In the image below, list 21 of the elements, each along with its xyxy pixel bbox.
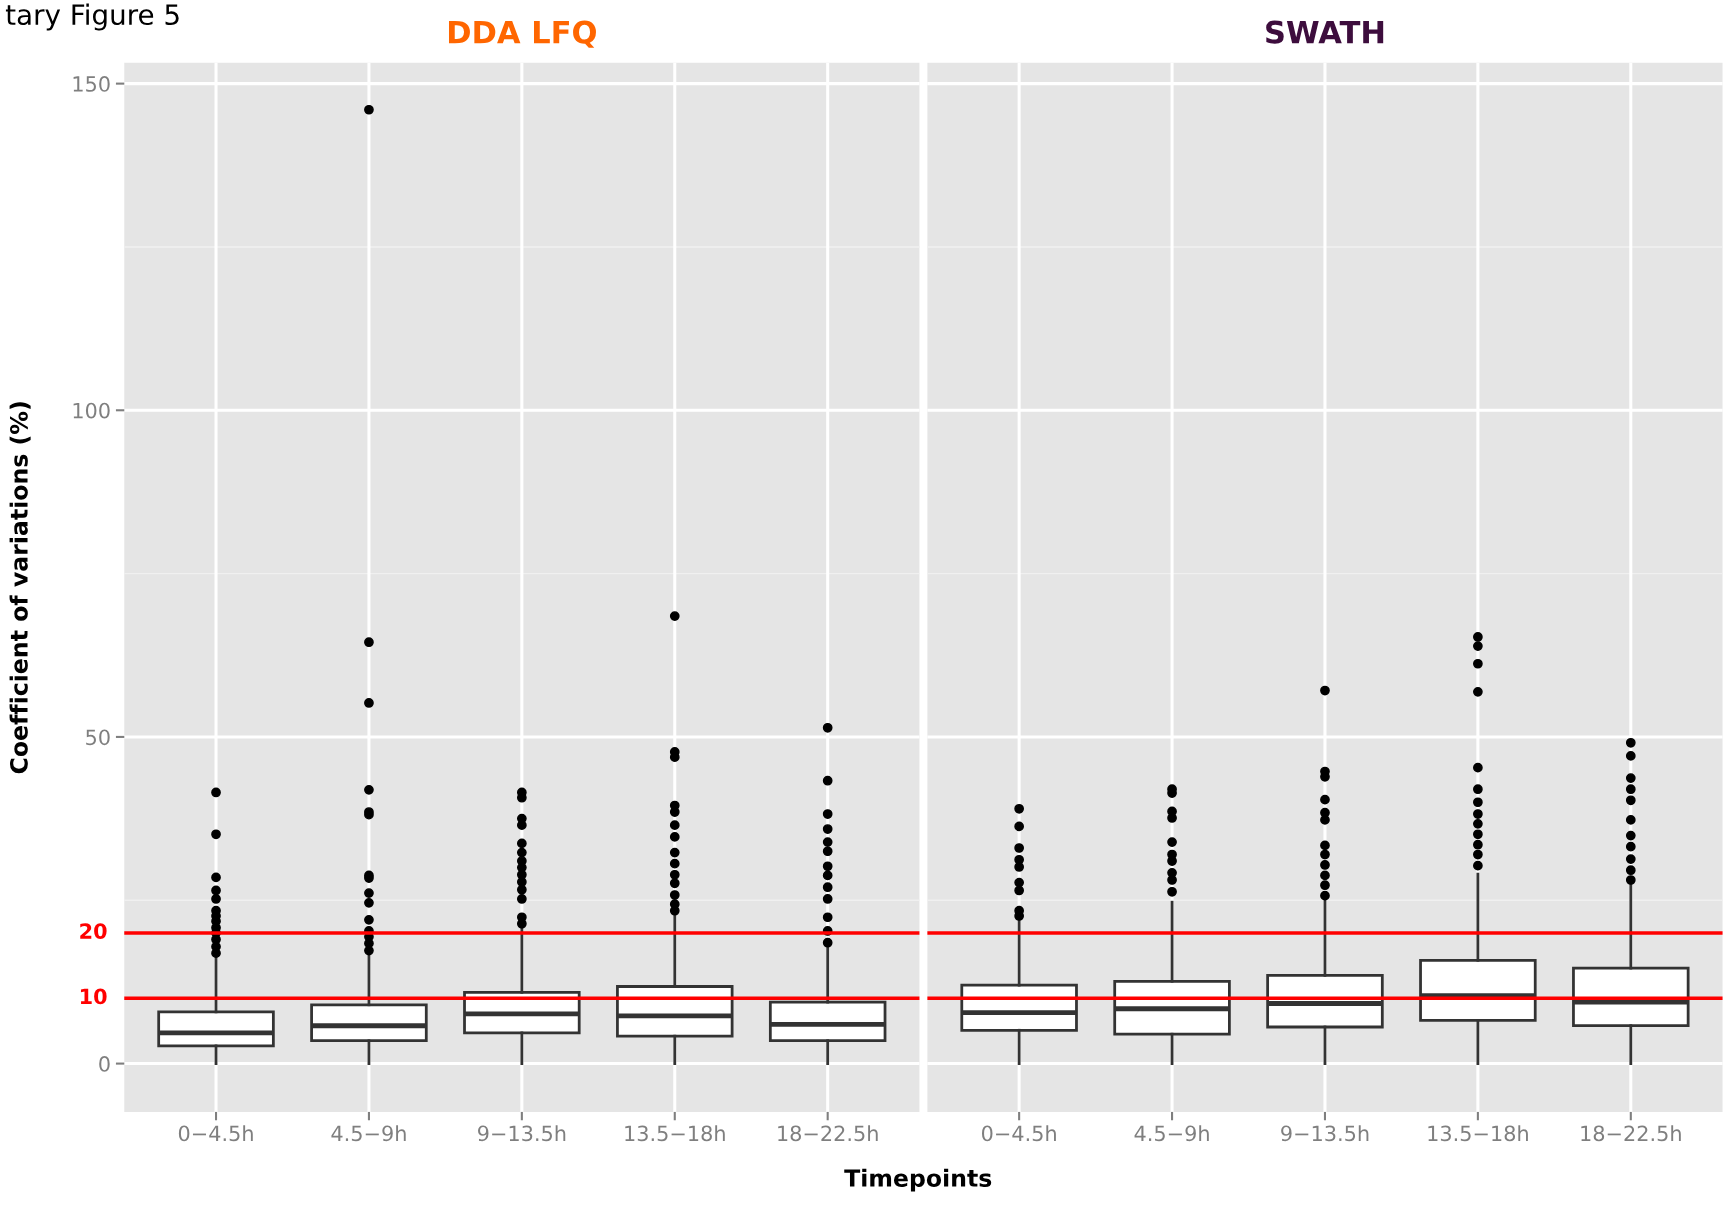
chart-title: DDA LFQ xyxy=(448,20,596,48)
x-tick-label: 13.5−18h xyxy=(625,1125,725,1142)
x-axis-title: Timepoints xyxy=(844,1168,992,1192)
y-axis-title: Coefficient of variations (%) xyxy=(9,402,31,774)
x-tick-label: 0−4.5h xyxy=(178,1125,253,1142)
y-tick-label: 100 xyxy=(73,402,110,419)
y-tick-label: 0 xyxy=(99,1056,110,1072)
ref-line-label: 20 xyxy=(80,923,107,939)
x-tick-label: 18−22.5h xyxy=(778,1125,878,1142)
ref-line-label: 10 xyxy=(80,988,107,1005)
x-tick-label: 18−22.5h xyxy=(1581,1125,1681,1142)
x-tick-label: 4.5−9h xyxy=(331,1125,406,1142)
x-tick-label: 0−4.5h xyxy=(981,1125,1056,1142)
y-tick-label: 150 xyxy=(73,76,110,92)
y-tick-label: 50 xyxy=(86,729,110,746)
x-tick-label: 13.5−18h xyxy=(1428,1125,1528,1142)
x-tick-label: 9−13.5h xyxy=(1281,1125,1369,1142)
x-tick-label: 4.5−9h xyxy=(1134,1125,1209,1142)
x-tick-label: 9−13.5h xyxy=(478,1125,566,1142)
text: tary Figure 5 xyxy=(5,3,179,31)
chart-title: SWATH xyxy=(1266,20,1384,44)
